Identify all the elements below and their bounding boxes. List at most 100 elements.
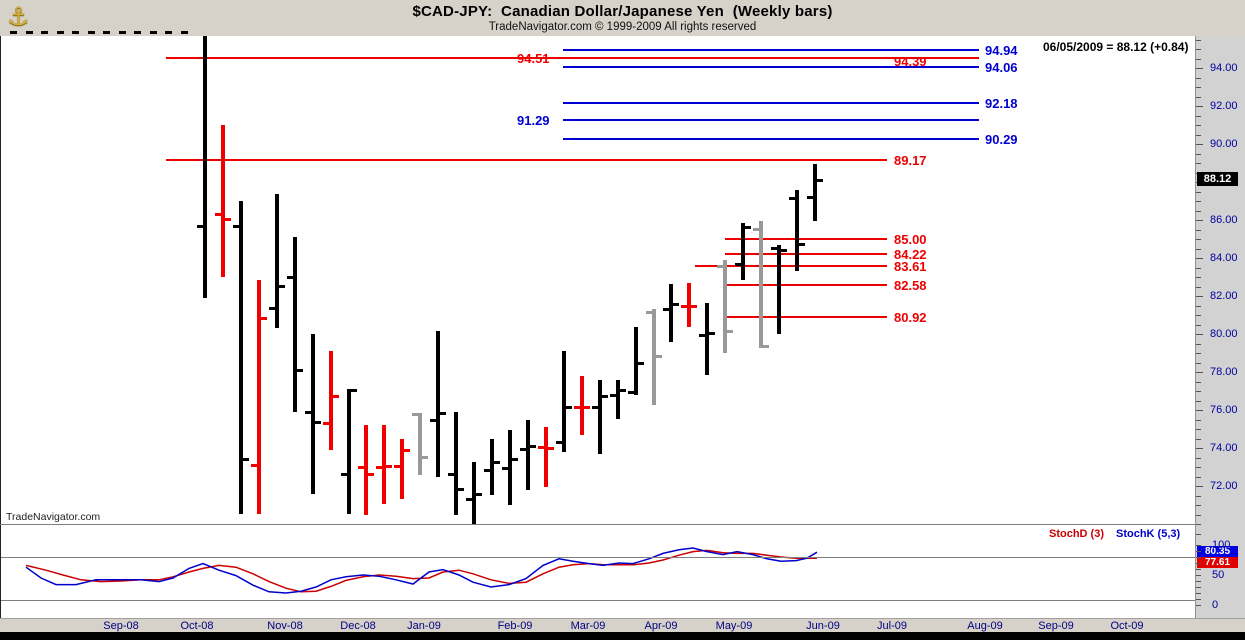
month-label: Aug-09 (967, 620, 1003, 632)
price-tick-major (1196, 334, 1203, 336)
price-label: 82.00 (1210, 290, 1238, 303)
open-tick (663, 308, 669, 312)
close-tick (368, 473, 374, 477)
close-tick (297, 368, 303, 372)
level-label: 94.51 (517, 51, 550, 67)
minor-dash (10, 31, 17, 34)
close-tick (727, 330, 733, 334)
price-axis[interactable]: 80.35 77.61 94.0092.0090.0088.0086.0084.… (1195, 36, 1245, 618)
level-line (563, 101, 979, 104)
price-tick (1196, 201, 1201, 203)
ohlc-bar (436, 331, 440, 478)
open-tick (771, 247, 777, 251)
chart-copyright: TradeNavigator.com © 1999-2009 All right… (488, 21, 757, 33)
close-tick (763, 345, 769, 349)
close-tick (709, 332, 715, 336)
close-tick (673, 303, 679, 307)
level-line (725, 238, 887, 241)
open-tick (233, 225, 239, 228)
ohlc-bar (777, 245, 781, 335)
price-tick (1196, 514, 1201, 516)
watermark-text: TradeNavigator.com (6, 511, 101, 523)
price-tick (1196, 476, 1201, 478)
ohlc-bar (580, 375, 584, 435)
price-label: 78.00 (1210, 366, 1238, 379)
stochd-legend-label[interactable]: StochD (3) (1049, 528, 1104, 540)
stochastic-panel[interactable]: StochD (3) StochK (5,3) (0, 525, 1196, 618)
level-line (563, 137, 979, 140)
price-tick (1196, 248, 1201, 250)
open-tick (215, 212, 221, 216)
stoch-axis-label: 100 (1212, 539, 1231, 551)
close-tick (638, 361, 644, 365)
ohlc-bar (634, 326, 638, 395)
level-label: 94.39 (894, 53, 927, 69)
close-tick (817, 178, 823, 182)
ohlc-bar (490, 438, 494, 496)
price-tick (1196, 457, 1201, 459)
stoch-axis-tick (1196, 557, 1201, 558)
close-tick (494, 461, 500, 465)
level-line (563, 65, 979, 68)
ohlc-bar (239, 200, 243, 515)
open-tick (430, 418, 436, 422)
close-tick (422, 456, 428, 460)
open-tick (592, 405, 598, 409)
open-tick (646, 310, 652, 314)
chart-title: $CAD-JPY: Canadian Dollar/Japanese Yen (… (412, 3, 833, 20)
open-tick (610, 393, 616, 397)
month-label: Feb-09 (497, 620, 533, 632)
stoch-axis-tick (1196, 587, 1201, 588)
ohlc-bar (311, 334, 315, 495)
level-line (725, 315, 887, 318)
bottom-border (0, 632, 1245, 640)
price-tick (1196, 362, 1201, 364)
close-tick (458, 488, 464, 492)
last-price-box: 88.12 (1197, 172, 1238, 186)
close-tick (620, 388, 626, 392)
close-tick (584, 405, 590, 409)
level-label: 92.18 (985, 95, 1018, 111)
ohlc-bar (364, 424, 368, 516)
level-line (695, 264, 887, 267)
price-tick (1196, 524, 1201, 526)
time-axis[interactable]: Sep-08 Oct-08 Nov-08 Dec-08 Jan-09 Feb-09 Mar-… (0, 618, 1245, 633)
stochk-legend-label[interactable]: StochK (5,3) (1116, 528, 1181, 540)
open-tick (681, 304, 687, 308)
open-tick (197, 225, 203, 228)
price-tick (1196, 533, 1201, 535)
panel-divider (0, 524, 1195, 525)
close-tick (781, 249, 787, 253)
close-tick (404, 449, 410, 452)
close-tick (799, 243, 805, 247)
ohlc-bar (687, 283, 691, 327)
close-tick (602, 394, 608, 398)
price-label: 84.00 (1210, 252, 1238, 265)
open-tick (251, 464, 257, 468)
ohlc-bar (759, 221, 763, 349)
open-tick (358, 466, 364, 470)
close-tick (243, 458, 249, 462)
open-tick (520, 448, 526, 452)
stoch-axis-tick (1196, 545, 1201, 546)
ohlc-bar (382, 424, 386, 505)
price-tick-major (1196, 144, 1203, 146)
ohlc-bar (526, 419, 530, 491)
minor-dash (72, 31, 79, 34)
minor-dash (180, 31, 188, 34)
level-label: 90.29 (985, 131, 1018, 147)
tradenavigator-logo-icon[interactable]: ⚓ (7, 3, 30, 31)
price-tick (1196, 267, 1201, 269)
price-tick (1196, 191, 1201, 193)
stoch-grid-line (1, 600, 1196, 601)
price-tick (1196, 467, 1201, 469)
minor-dash (87, 31, 95, 34)
price-chart-area[interactable]: 06/05/2009 = 88.12 (+0.84) TradeNavigato… (0, 36, 1196, 524)
stoch-axis-tick (1196, 551, 1201, 552)
price-tick (1196, 77, 1201, 79)
ohlc-bar (454, 412, 458, 516)
close-tick (279, 285, 285, 289)
price-label: 80.00 (1210, 328, 1238, 341)
level-label: 83.61 (894, 258, 927, 274)
level-label: 84.22 (894, 246, 927, 262)
